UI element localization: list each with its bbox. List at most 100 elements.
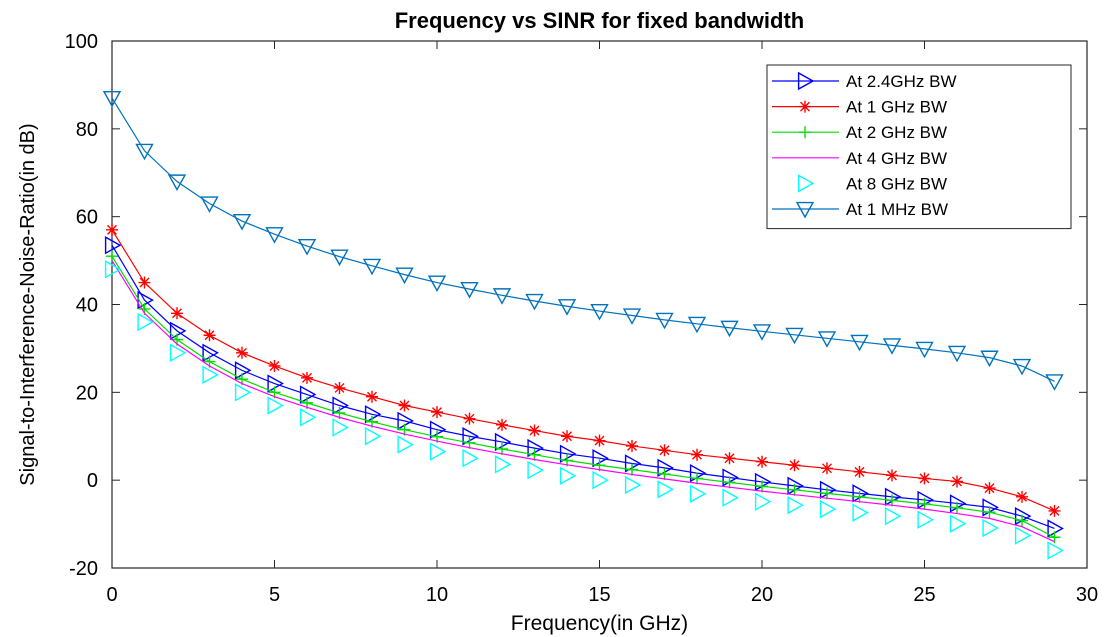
data-point	[687, 316, 707, 334]
x-axis-label: Frequency(in GHz)	[511, 612, 688, 635]
y-axis-label: Signal-to-Interference-Noise-Ratio(in dB…	[17, 123, 39, 485]
data-point	[200, 196, 219, 213]
y-tick-label: 40	[76, 295, 98, 317]
data-point	[202, 365, 219, 384]
series-2	[106, 223, 1061, 517]
data-point	[723, 452, 736, 465]
data-point	[853, 490, 866, 503]
data-point	[624, 475, 642, 495]
data-point	[983, 482, 996, 495]
data-point	[203, 329, 216, 342]
data-point	[169, 321, 187, 341]
data-point	[626, 439, 638, 452]
data-point	[561, 430, 573, 443]
data-point	[947, 345, 967, 363]
data-point	[102, 90, 122, 108]
data-point	[299, 408, 317, 427]
data-point	[297, 238, 317, 256]
chart-title: Frequency vs SINR for fixed bandwidth	[395, 8, 805, 33]
data-point	[785, 327, 804, 345]
series-line	[111, 244, 1055, 530]
data-point	[593, 434, 606, 447]
data-point	[918, 497, 931, 510]
legend-swatch-marker	[797, 174, 815, 193]
data-point	[527, 460, 544, 480]
data-point	[626, 463, 638, 476]
data-point	[980, 350, 999, 368]
y-tick-label: 20	[76, 382, 98, 404]
x-tick-label: 15	[588, 584, 610, 606]
data-point	[658, 468, 671, 481]
data-point	[427, 275, 447, 292]
data-point	[982, 498, 999, 517]
data-point	[528, 424, 541, 437]
y-tick-label: 60	[76, 207, 98, 229]
legend-item: At 4 GHz BW	[772, 149, 947, 168]
legend-label: At 8 GHz BW	[846, 174, 947, 193]
data-point	[330, 249, 349, 267]
data-point	[886, 469, 898, 482]
data-point	[817, 331, 837, 348]
data-point	[171, 307, 183, 320]
data-point	[850, 334, 869, 352]
x-tick-label: 20	[751, 584, 773, 606]
series-line	[111, 260, 1055, 543]
data-point	[236, 346, 248, 359]
data-point	[104, 236, 122, 255]
data-point	[884, 506, 902, 526]
data-point	[104, 260, 122, 279]
data-point	[723, 476, 736, 489]
series-6	[102, 90, 1064, 391]
data-point	[788, 459, 801, 472]
x-tick-label: 10	[426, 584, 448, 606]
data-point	[787, 496, 804, 515]
data-point	[106, 250, 118, 263]
data-point	[722, 488, 739, 507]
data-point	[821, 462, 833, 475]
data-point	[397, 435, 414, 454]
data-point	[1014, 526, 1032, 545]
data-point	[1012, 358, 1032, 376]
data-point	[462, 449, 479, 468]
data-point	[364, 427, 382, 446]
data-point	[397, 411, 414, 431]
data-point	[268, 359, 281, 372]
data-point	[657, 458, 674, 478]
legend-label: At 2 GHz BW	[846, 123, 947, 142]
data-point	[137, 290, 154, 310]
data-point	[1048, 504, 1061, 517]
data-point	[265, 227, 284, 244]
data-point	[852, 503, 869, 522]
series-5	[104, 260, 1064, 560]
x-tick-label: 30	[1076, 584, 1098, 606]
data-point	[494, 455, 512, 474]
series-3	[106, 250, 1061, 544]
data-point	[496, 442, 508, 455]
data-point	[788, 483, 801, 496]
data-point	[492, 288, 512, 305]
data-point	[882, 338, 902, 355]
data-point	[1047, 519, 1064, 538]
axis-ticks: 0 5 10 15 20 25 30 -20 0 20 40 60 80 100	[65, 31, 1099, 606]
data-point	[1045, 374, 1064, 391]
data-point	[756, 455, 768, 468]
data-point	[983, 506, 996, 519]
data-point	[982, 518, 999, 538]
data-point	[658, 444, 671, 457]
data-point	[169, 343, 187, 362]
data-point	[267, 374, 284, 393]
data-point	[463, 436, 476, 449]
data-point	[232, 213, 252, 231]
data-point	[462, 427, 479, 446]
legend-item: At 1 GHz BW	[772, 98, 947, 117]
data-point	[332, 418, 349, 437]
legend-box	[766, 64, 1072, 230]
data-point	[720, 320, 739, 338]
legend-label: At 1 MHz BW	[846, 200, 948, 219]
data-point	[915, 341, 934, 359]
data-point	[398, 399, 411, 412]
data-point	[756, 480, 768, 493]
data-point	[1016, 490, 1028, 503]
data-point	[722, 468, 739, 487]
